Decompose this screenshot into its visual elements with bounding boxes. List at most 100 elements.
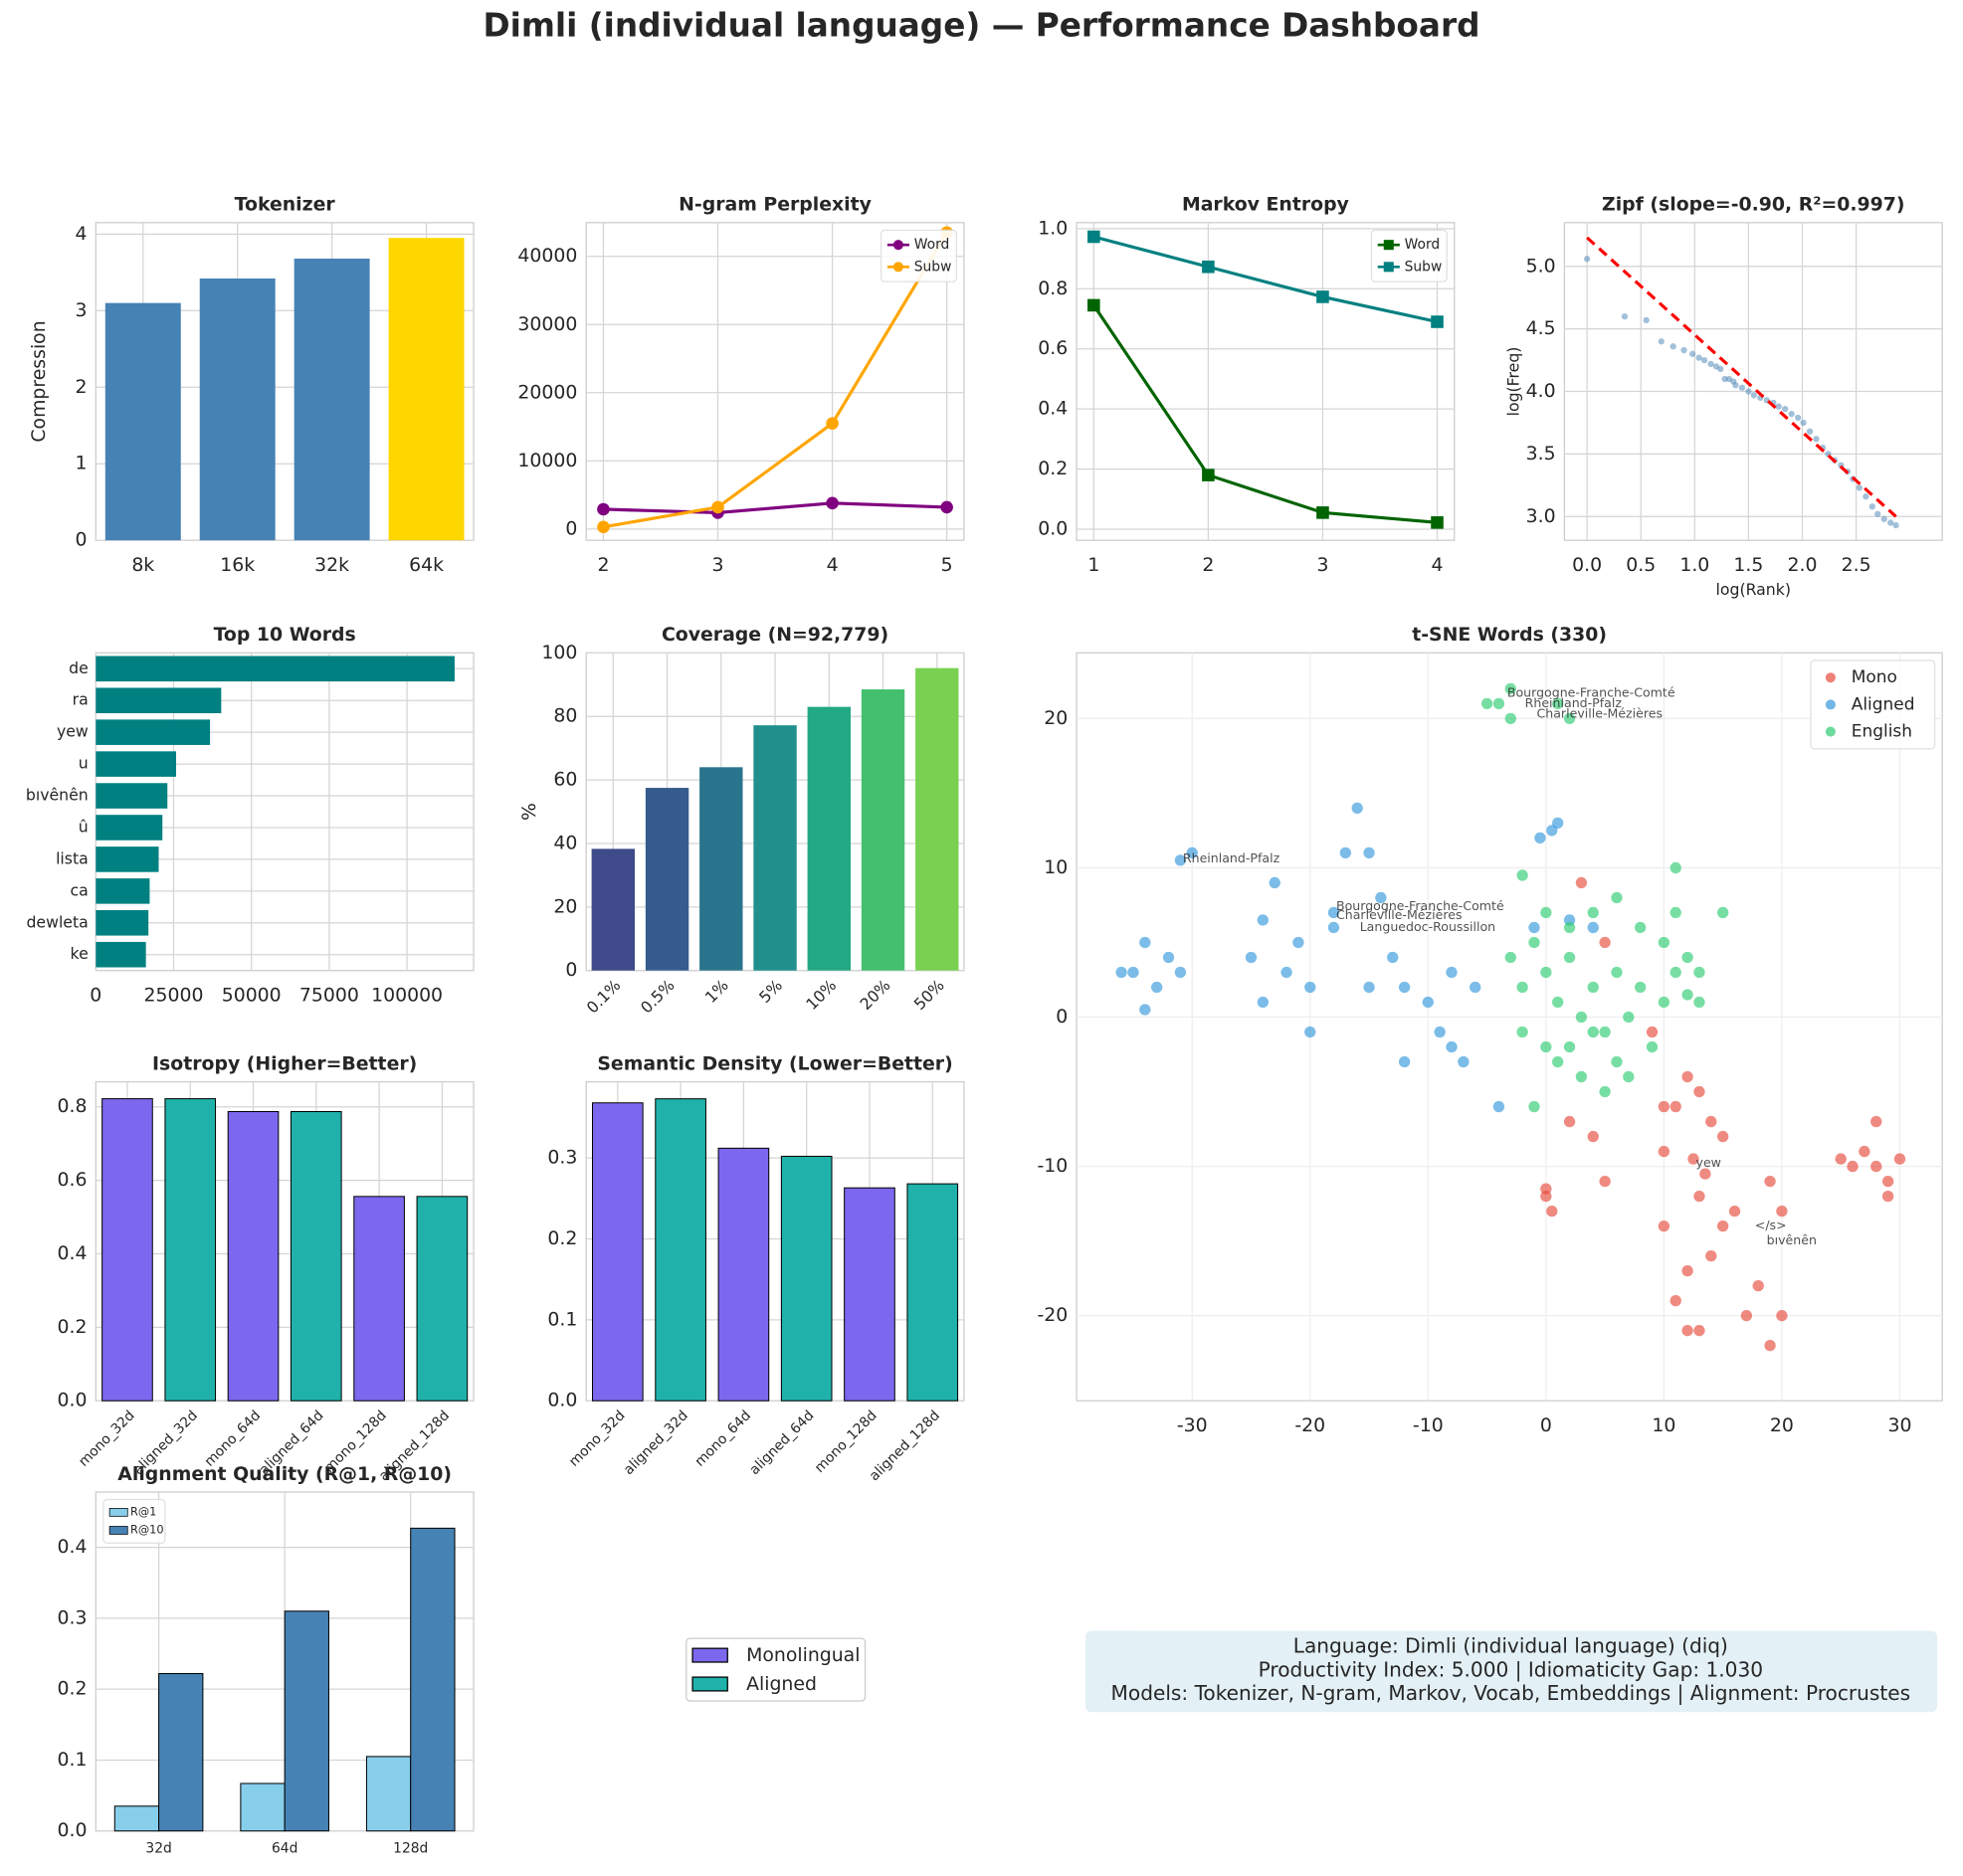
x-tick-label: -20 [1294,1415,1325,1436]
y-tick-label: 1.0 [1038,218,1068,239]
data-point [1681,951,1693,964]
x-tick-label: 4 [1432,555,1444,576]
data-point [1643,316,1650,324]
legend-marker [1825,726,1836,737]
legend-box [1810,659,1936,750]
data-point [1646,1040,1659,1053]
x-tick-label: 8k [131,555,154,576]
legend-swatch [108,1508,128,1517]
data-point [1563,951,1576,964]
y-tick-label: ca [70,880,88,899]
data-point [1795,414,1802,422]
bar [96,941,146,968]
y-tick-label: de [69,658,89,677]
x-tick-label: 2.0 [1788,555,1818,576]
x-tick-label: -30 [1177,1415,1208,1436]
data-point [1646,1026,1659,1038]
data-point [1700,356,1708,364]
data-point [1693,996,1705,1009]
x-tick-label: 0 [1540,1415,1552,1436]
data-point [1764,1175,1776,1188]
data-point [1693,1190,1705,1203]
data-point [1202,260,1215,274]
bar [96,751,177,777]
data-point [1623,1011,1635,1024]
bar [240,1782,286,1832]
data-point [826,417,839,430]
legend-swatch [691,1647,728,1663]
data-point [1669,966,1681,979]
y-tick-label: û [79,817,89,836]
data-point [1546,825,1558,837]
data-point [1552,1055,1564,1068]
data-point [1635,981,1647,994]
data-point [1707,360,1714,368]
bar [96,815,163,841]
data-point [1087,230,1100,244]
data-point [1658,1100,1670,1113]
series-line [603,501,947,514]
data-point [1351,802,1363,815]
y-tick-label: 4.5 [1526,318,1556,339]
data-point [1669,343,1676,350]
bar [645,788,689,971]
bar [96,656,455,682]
data-point [1680,346,1687,354]
point-label: Bourgogne-Franche-Comté [1336,898,1504,913]
bar [592,1102,644,1402]
data-point [1540,966,1552,979]
panel-title: Tokenizer [235,195,336,216]
data-point [1139,936,1151,949]
y-tick-label: 0.2 [547,1228,577,1249]
series-line [603,231,948,529]
panel-title: Markov Entropy [1182,195,1349,216]
y-tick-label: 0 [1056,1007,1068,1028]
data-point [1587,906,1599,919]
data-point [1398,981,1411,994]
data-point [1504,682,1516,695]
point-label: Charleville-Mézières [1336,907,1463,922]
data-point [1859,1145,1870,1158]
data-point [1583,256,1591,263]
legend-marker [892,240,903,251]
y-tick-label: ra [73,690,89,709]
y-tick-label: 3.0 [1526,506,1556,527]
legend-label: Mono [1852,667,1897,687]
data-point [1599,1175,1611,1188]
panel-title: Zipf (slope=-0.90, R²=0.997) [1602,195,1904,216]
data-point [1528,936,1540,949]
plot-area [1563,222,1943,541]
y-axis-label: log(Freq) [1504,347,1523,417]
data-point [1552,697,1564,710]
legend-marker [892,262,903,273]
data-point [1782,406,1789,413]
data-point [1835,1153,1847,1165]
y-tick-label: 3.5 [1526,444,1556,465]
y-tick-label: 80 [553,706,577,727]
x-tick-label: 3 [1316,555,1328,576]
legend-box [686,1637,867,1702]
data-point [826,496,839,510]
data-point [1813,436,1820,443]
point-label: Bourgogne-Franche-Comté [1507,684,1675,699]
data-point [1658,936,1670,949]
data-point [1375,891,1387,904]
panel-title: Alignment Quality (R@1, R@10) [117,1464,452,1485]
data-point [1202,469,1215,481]
bar [655,1098,706,1402]
data-point [1699,1168,1711,1180]
data-point [1728,1205,1741,1218]
data-point [1599,1026,1611,1038]
y-tick-label: 0 [565,518,577,539]
panel-title: Isotropy (Higher=Better) [152,1053,417,1074]
x-tick-label: 50000 [222,985,282,1006]
bar [753,725,797,971]
data-point [1115,966,1127,979]
y-tick-label: 0.0 [58,1820,88,1841]
info-box: Language: Dimli (individual language) (d… [1084,1630,1938,1713]
y-tick-label: lista [56,848,89,867]
data-point [1398,1055,1411,1068]
data-point [1540,1190,1552,1203]
legend-label: English [1852,722,1912,742]
data-point [1174,854,1187,866]
